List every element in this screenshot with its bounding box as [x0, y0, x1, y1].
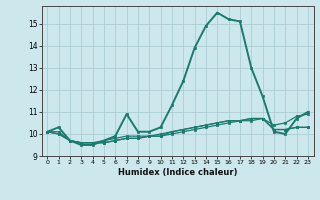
X-axis label: Humidex (Indice chaleur): Humidex (Indice chaleur)	[118, 168, 237, 177]
